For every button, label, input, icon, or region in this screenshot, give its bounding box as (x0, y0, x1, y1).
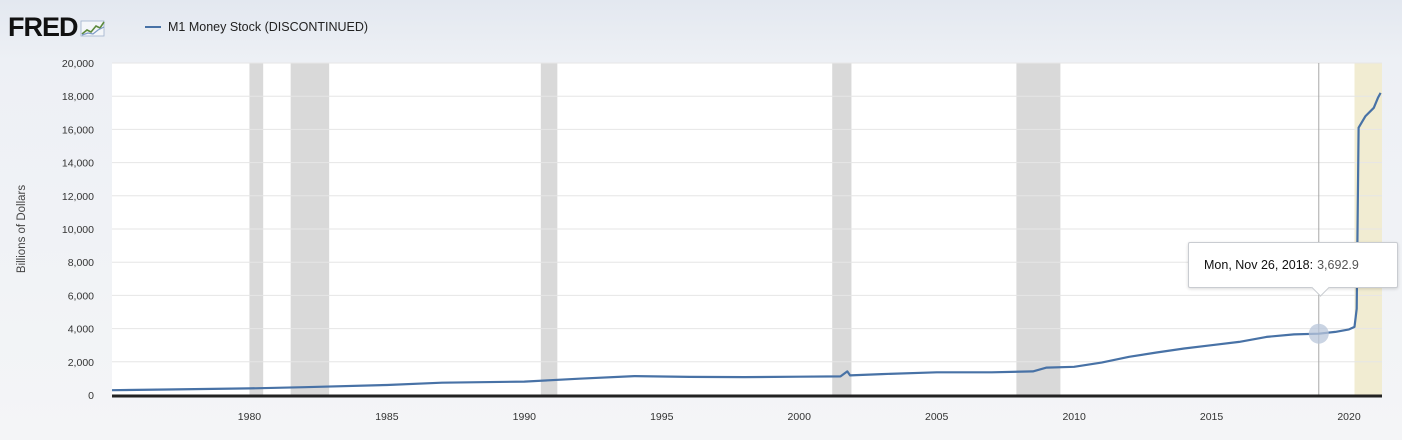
y-axis-title: Billions of Dollars (16, 185, 28, 273)
y-tick-label: 8,000 (68, 257, 94, 269)
y-tick-label: 14,000 (62, 158, 94, 170)
line-graph-icon (80, 20, 105, 36)
y-tick-label: 4,000 (68, 324, 94, 336)
y-tick-label: 16,000 (62, 124, 94, 136)
data-tooltip: Mon, Nov 26, 2018: 3,692.9 (1188, 242, 1398, 297)
y-tick-label: 10,000 (62, 224, 94, 236)
gridlines (112, 62, 1382, 363)
tooltip-value: 3,692.9 (1317, 258, 1359, 272)
x-tick-label: 1990 (513, 411, 537, 423)
y-tick-label: 18,000 (62, 91, 94, 103)
y-tick-label: 0 (88, 390, 94, 402)
x-axis-ticks: 1980 1985 1990 1995 2000 2005 2010 2015 2020 (238, 411, 1361, 423)
fred-logo[interactable]: FRED (8, 12, 78, 42)
y-tick-label: 2,000 (68, 357, 94, 369)
x-tick-label: 1985 (375, 411, 399, 423)
x-tick-label: 2005 (925, 411, 949, 423)
x-tick-label: 2015 (1200, 411, 1224, 423)
series-line-m1[interactable] (111, 92, 1382, 392)
tooltip-date: Mon, Nov 26, 2018: (1204, 258, 1314, 272)
y-tick-label: 6,000 (68, 290, 94, 302)
x-tick-label: 2000 (788, 411, 812, 423)
y-tick-label: 20,000 (62, 58, 94, 70)
x-tick-label: 1980 (238, 411, 262, 423)
hover-point-marker[interactable] (1308, 323, 1329, 344)
x-tick-label: 2020 (1337, 411, 1361, 423)
fred-logo-group[interactable]: FRED (8, 14, 106, 41)
y-tick-label: 12,000 (62, 191, 94, 203)
legend-swatch (145, 26, 161, 28)
x-tick-label: 2010 (1062, 411, 1086, 423)
chart-legend[interactable]: M1 Money Stock (DISCONTINUED) (145, 20, 368, 34)
x-tick-label: 1995 (650, 411, 674, 423)
legend-label: M1 Money Stock (DISCONTINUED) (168, 20, 369, 34)
y-axis-ticks: 0 2,000 4,000 6,000 8,000 10,000 12,000 14,000 1… (62, 58, 94, 402)
